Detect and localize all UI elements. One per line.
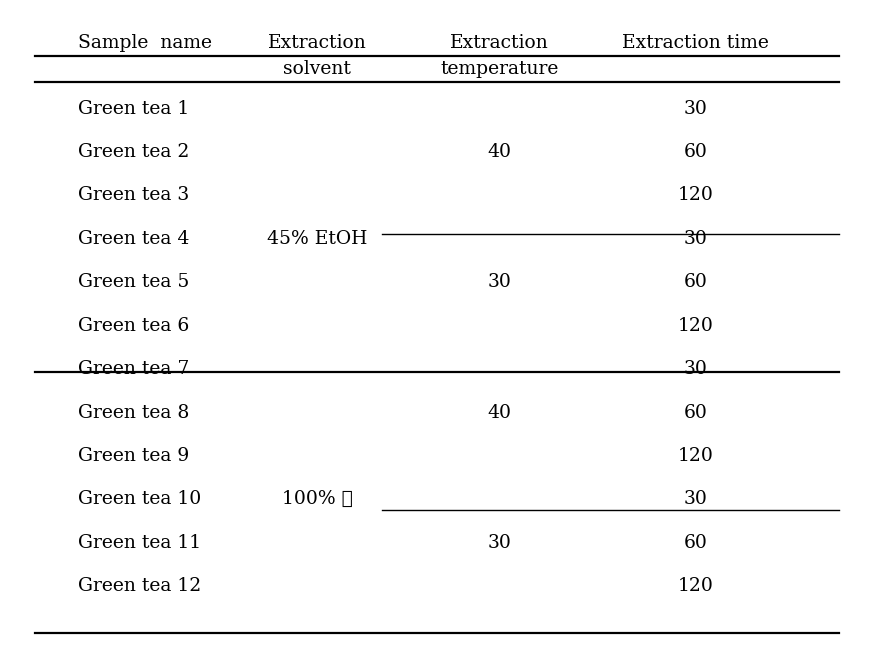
Text: solvent: solvent	[283, 60, 351, 78]
Text: Green tea 8: Green tea 8	[78, 403, 189, 422]
Text: Green tea 12: Green tea 12	[78, 577, 202, 595]
Text: Green tea 2: Green tea 2	[78, 143, 189, 161]
Text: Green tea 1: Green tea 1	[78, 99, 189, 118]
Text: 40: 40	[488, 403, 512, 422]
Text: temperature: temperature	[441, 60, 559, 78]
Text: 60: 60	[683, 143, 707, 161]
Text: 30: 30	[488, 273, 512, 291]
Text: 40: 40	[488, 143, 512, 161]
Text: Green tea 3: Green tea 3	[78, 186, 189, 205]
Text: 60: 60	[683, 403, 707, 422]
Text: 120: 120	[677, 186, 713, 205]
Text: 120: 120	[677, 577, 713, 595]
Text: Green tea 9: Green tea 9	[78, 447, 189, 465]
Text: Extraction time: Extraction time	[621, 34, 769, 52]
Text: 30: 30	[683, 230, 707, 248]
Text: Green tea 11: Green tea 11	[78, 534, 202, 552]
Text: Extraction: Extraction	[268, 34, 367, 52]
Text: Green tea 4: Green tea 4	[78, 230, 189, 248]
Text: 60: 60	[683, 534, 707, 552]
Text: 30: 30	[683, 360, 707, 378]
Text: Green tea 10: Green tea 10	[78, 490, 202, 509]
Text: 30: 30	[488, 534, 512, 552]
Text: 120: 120	[677, 316, 713, 335]
Text: 120: 120	[677, 447, 713, 465]
Text: 30: 30	[683, 99, 707, 118]
Text: Green tea 6: Green tea 6	[78, 316, 189, 335]
Text: 45% EtOH: 45% EtOH	[267, 230, 368, 248]
Text: 60: 60	[683, 273, 707, 291]
Text: 100% 물: 100% 물	[282, 490, 353, 509]
Text: Extraction: Extraction	[450, 34, 549, 52]
Text: Sample  name: Sample name	[78, 34, 212, 52]
Text: 30: 30	[683, 490, 707, 509]
Text: Green tea 7: Green tea 7	[78, 360, 189, 378]
Text: Green tea 5: Green tea 5	[78, 273, 189, 291]
